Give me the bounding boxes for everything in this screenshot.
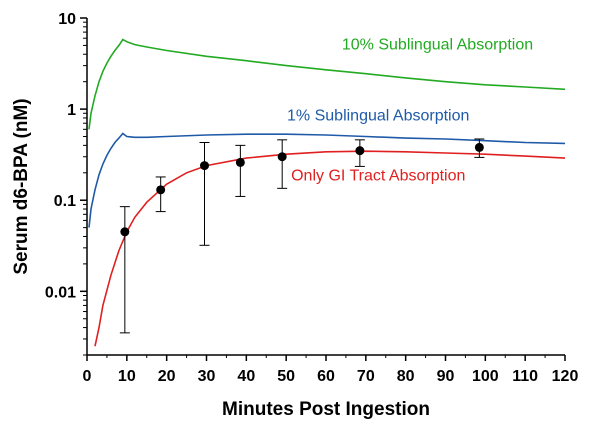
y-axis-title: Serum d6-BPA (nM) xyxy=(11,98,32,274)
series-label-2: 1% Sublingual Absorption xyxy=(287,107,469,124)
y-tick-label: 0.1 xyxy=(54,193,76,210)
series-label-1: 10% Sublingual Absorption xyxy=(342,37,533,54)
curves-group xyxy=(88,38,566,347)
error-bars-group xyxy=(119,138,485,334)
data-points-group xyxy=(120,142,484,237)
y-tick-label: 10 xyxy=(58,11,76,28)
series-label-3: Only GI Tract Absorption xyxy=(291,167,465,184)
data-point xyxy=(200,161,210,171)
x-tick-label: 30 xyxy=(198,368,216,385)
data-point xyxy=(120,227,130,237)
x-tick-label: 120 xyxy=(552,368,579,385)
x-axis-title: Minutes Post Ingestion xyxy=(222,399,430,420)
y-ticks-group: 0.01 0.1 1 10 xyxy=(45,11,87,356)
x-tick-label: 20 xyxy=(158,368,176,385)
x-tick-label: 40 xyxy=(237,368,255,385)
y-tick-label: 1 xyxy=(67,102,76,119)
x-tick-label: 110 xyxy=(512,368,538,385)
x-tick-label: 60 xyxy=(317,368,335,385)
x-tick-label: 100 xyxy=(472,368,499,385)
series-line-2 xyxy=(88,132,566,228)
x-tick-label: 0 xyxy=(83,368,92,385)
x-tick-label: 80 xyxy=(397,368,415,385)
data-point xyxy=(474,142,484,152)
x-tick-label: 50 xyxy=(277,368,295,385)
series-line-3 xyxy=(94,150,566,347)
data-point xyxy=(235,157,245,167)
data-point xyxy=(277,152,287,162)
data-point xyxy=(156,185,166,195)
x-tick-label: 90 xyxy=(437,368,455,385)
x-ticks-group: 0 10 20 30 40 50 60 70 80 90 100 110 120 xyxy=(83,355,579,385)
series-line-1 xyxy=(88,38,566,130)
series-labels-group: 10% Sublingual Absorption 1% Sublingual A… xyxy=(287,37,533,185)
data-point xyxy=(355,146,365,156)
y-tick-label: 0.01 xyxy=(45,284,76,301)
x-tick-label: 10 xyxy=(118,368,136,385)
x-tick-label: 70 xyxy=(357,368,375,385)
